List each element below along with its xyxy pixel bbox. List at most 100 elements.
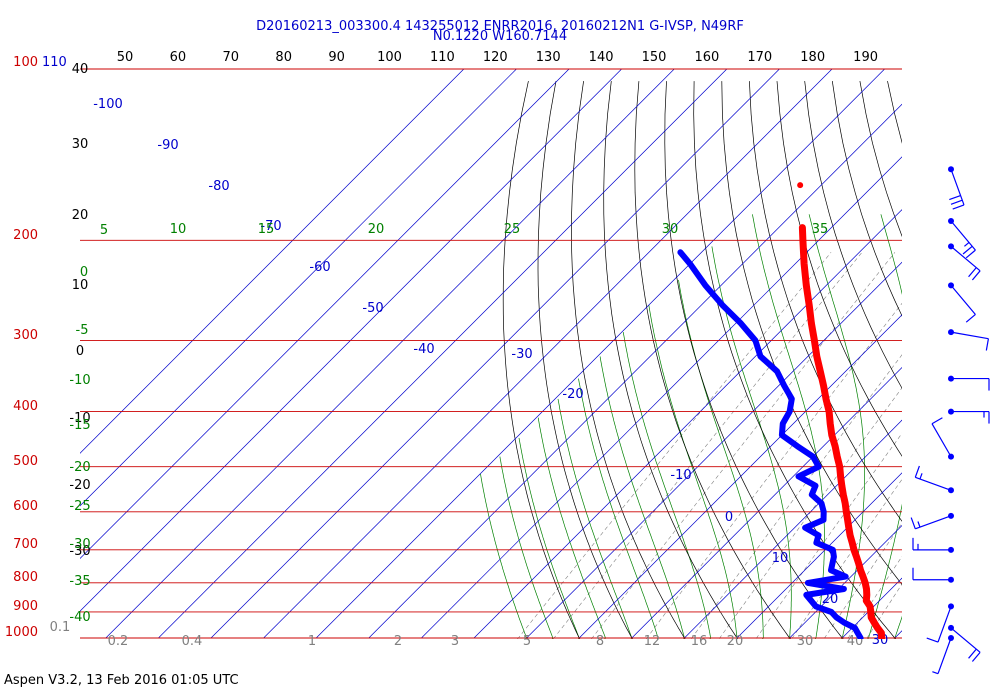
left-green-tick-label: -30 [69,537,90,552]
isotherm-label: 20 [822,592,839,607]
dry-adiabat-line [804,81,902,389]
top-axis-tick-label: 90 [328,50,345,65]
mixing-ratio-label: 0.4 [182,634,203,649]
dry-adiabat-line [693,81,897,639]
wind-barb-shaft [950,245,981,272]
wind-barb-feather [965,249,976,259]
dry-adiabat-line [603,81,739,639]
left-green-tick-label: -25 [69,499,90,514]
wind-barb-shaft [950,627,981,653]
wind-barb-shaft [937,637,952,674]
mixing-ratio-label: 12 [644,634,661,649]
wind-barb-shaft [915,476,952,491]
dry-adiabat-line [537,81,633,639]
top-axis-tick-label: 80 [275,50,292,65]
moist-adiabat-label: 15 [258,222,275,237]
wind-barb-feather [985,338,990,351]
left-green-tick-label: -5 [76,323,89,338]
wind-barbs [910,166,990,675]
wind-barb-feather [910,517,916,530]
left-black-tick-label: -10 [69,411,90,426]
isotherm-line [841,577,902,639]
mixing-ratio-lines [517,252,902,639]
pressure-tick-label: 1000 [5,625,38,640]
wind-barb-shaft [950,168,965,206]
dry-adiabat-line [776,81,902,457]
top-axis-tick-label: 170 [747,50,772,65]
mixing-ratio-label: 0.1 [50,620,71,635]
moist-adiabat-line [916,214,1000,645]
left-black-tick-label: -30 [69,544,90,559]
isotherm-line [158,69,728,639]
top-axis-tick-label: 120 [483,50,508,65]
wind-barb-half-feather [964,242,970,247]
mixing-ratio-label: 30 [797,634,814,649]
isotherm-line [368,103,902,639]
wind-barb-feather [914,465,920,478]
isotherm-label: -50 [362,301,383,316]
isotherm-label: -10 [670,468,691,483]
wind-barb-feather [971,651,981,662]
left-green-tick-label: -15 [69,418,90,433]
moist-adiabat-label: 20 [368,222,385,237]
mixing-ratio-line [591,252,896,639]
wind-barb-shaft [915,515,952,530]
mixing-ratio-line [645,302,902,639]
dry-adiabat-line [915,81,1000,650]
wind-barb-half-feather [917,521,921,528]
mixing-ratio-line [791,478,902,639]
moist-adiabat-line [893,615,902,639]
mixing-ratio-label: 0.2 [108,634,129,649]
wind-barb-feather [952,204,965,210]
isotherm-line [736,472,902,639]
mixing-ratio-label: 2 [394,634,402,649]
pressure-tick-label: 600 [13,499,38,514]
left-green-tick-label: 0 [80,265,88,280]
dry-adiabat-line [749,81,902,522]
top-axis-tick-label: 70 [223,50,240,65]
moist-adiabat-label: 35 [812,222,829,237]
left-green-tick-label: -10 [69,373,90,388]
dry-adiabat-line [887,81,902,144]
wind-barb-shaft [950,331,989,340]
mixing-ratio-line [866,583,902,639]
moist-adiabat-label: 30 [662,222,679,237]
wind-barb-feather [950,199,963,205]
wind-barb-feather [931,417,943,425]
isotherm-line [526,261,902,639]
moist-adiabat-line [578,378,659,639]
wind-barb-half-feather [932,671,939,675]
isotherm-label: -80 [208,179,229,194]
wind-barb-shaft [937,606,952,643]
left-black-tick-label: 40 [72,62,89,77]
top-axis-tick-label: 140 [589,50,614,65]
dry-adiabat-line [970,81,1000,650]
pressure-tick-label: 100 [13,55,38,70]
pressure-extra-label: 110 [42,55,67,70]
wind-barb-feather [971,270,981,281]
left-green-tick-label: -20 [69,460,90,475]
wind-barb-shaft [950,220,976,251]
dry-adiabat-line [571,81,686,639]
isotherm-label: 10 [772,551,789,566]
footer-version-timestamp: Aspen V3.2, 13 Feb 2016 01:05 UTC [4,673,239,688]
left-green-tick-label: -35 [69,574,90,589]
left-green-tick-label: -40 [69,610,90,625]
isotherm-line [80,69,622,612]
sounding-traces [677,182,886,639]
isotherm-line [315,69,885,639]
isotherm-label: -90 [157,138,178,153]
isobars [80,68,902,639]
dry-adiabat-line [859,81,902,237]
pressure-tick-label: 800 [13,570,38,585]
pressure-tick-label: 400 [13,399,38,414]
mixing-ratio-line [690,354,902,639]
mixing-ratio-label: 5 [523,634,531,649]
moist-adiabat-line [518,437,580,639]
moist-adiabat-label: 10 [170,222,187,237]
isotherm-label: -20 [562,387,583,402]
isotherm-line [80,69,465,454]
isotherm-label: -30 [511,347,532,362]
